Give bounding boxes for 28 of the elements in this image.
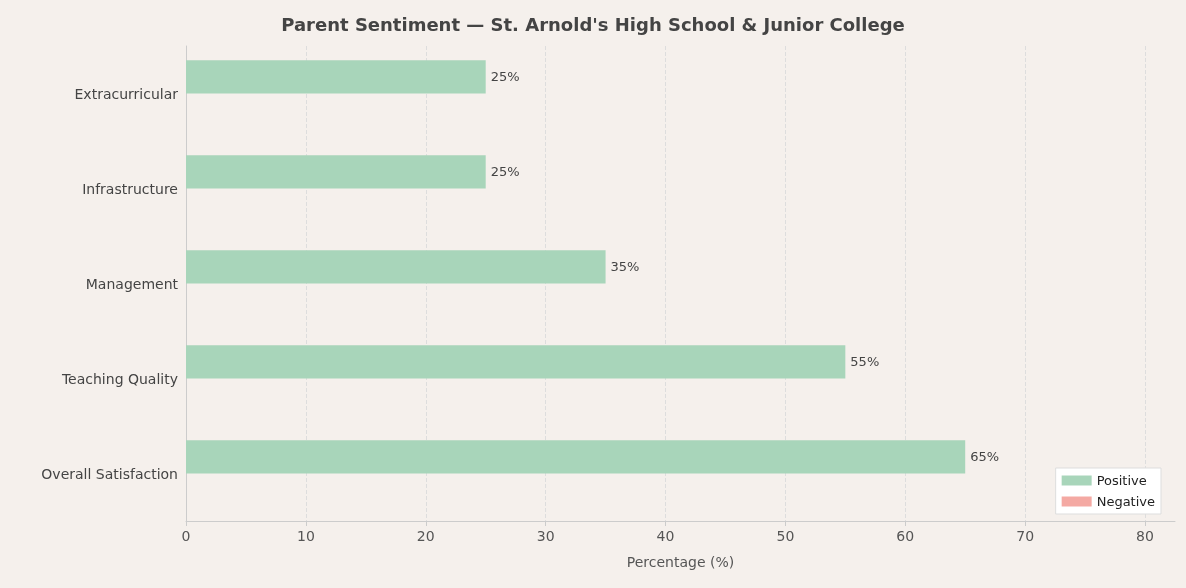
chart-title: Parent Sentiment — St. Arnold's High School & Junior College: [281, 13, 905, 35]
x-tick-label: 70: [1016, 528, 1035, 544]
bar: [186, 60, 486, 94]
bar: [186, 345, 846, 379]
x-tick-label: 30: [536, 528, 555, 544]
x-tick-label: 40: [656, 528, 675, 544]
y-tick-label: Overall Satisfaction: [41, 465, 178, 482]
bar: [186, 155, 486, 189]
bar: [186, 250, 606, 284]
y-tick-label: Management: [85, 275, 179, 292]
y-tick-label: Teaching Quality: [60, 370, 178, 387]
data-label: 65%: [970, 449, 1000, 465]
data-label: 35%: [610, 259, 640, 275]
data-label: 55%: [850, 354, 880, 370]
x-tick-label: 20: [416, 528, 435, 544]
x-tick-label: 80: [1136, 528, 1154, 544]
x-tick-label: 50: [776, 528, 795, 544]
x-tick-label: 0: [181, 528, 191, 544]
x-axis-title: Percentage (%): [626, 554, 735, 570]
y-tick-label: Infrastructure: [82, 180, 178, 197]
data-label: 25%: [490, 164, 520, 180]
legend-label: Positive: [1096, 473, 1147, 488]
x-tick-label: 10: [296, 528, 315, 544]
legend-label: Negative: [1096, 494, 1155, 509]
bar: [186, 440, 966, 474]
data-label: 25%: [490, 69, 520, 85]
y-tick-label: Extracurricular: [74, 85, 179, 102]
x-tick-label: 60: [896, 528, 915, 544]
